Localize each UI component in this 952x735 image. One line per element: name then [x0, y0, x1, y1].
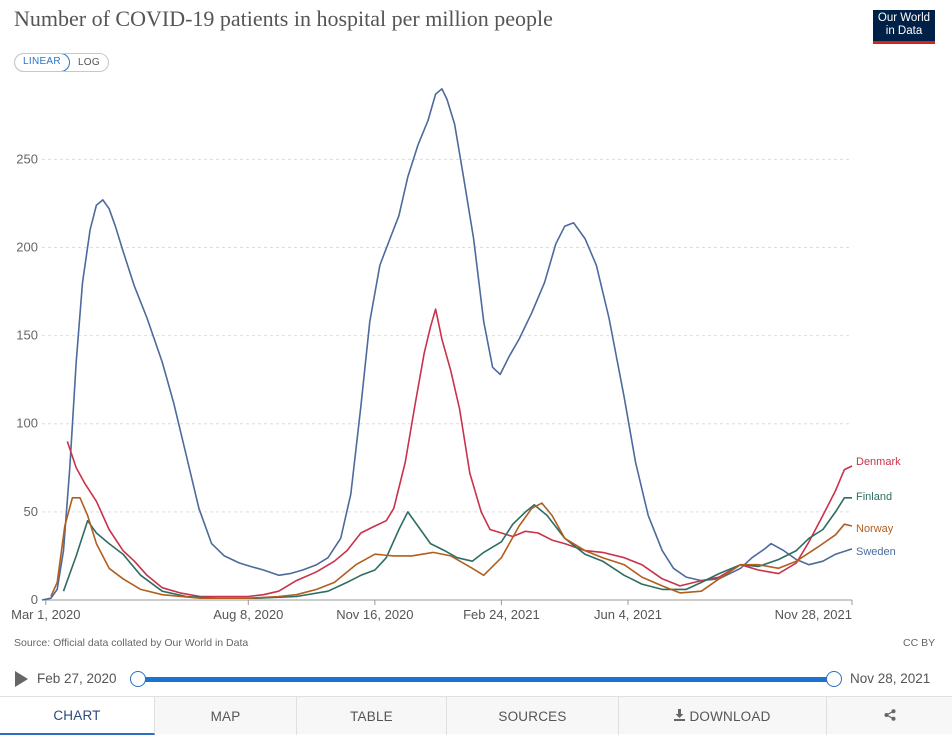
y-tick-label: 200	[16, 239, 38, 254]
tab-map[interactable]: MAP	[155, 697, 297, 735]
series-line-denmark	[66, 308, 853, 598]
log-scale-button[interactable]: LOG	[77, 57, 100, 68]
download-label: DOWNLOAD	[689, 708, 771, 724]
timeline-start-date: Feb 27, 2020	[37, 671, 117, 686]
timeline[interactable]: Feb 27, 2020 Nov 28, 2021	[0, 666, 952, 692]
timeline-end-handle[interactable]	[826, 671, 842, 687]
owid-logo[interactable]: Our World in Data	[873, 10, 935, 44]
x-tick-label: Jun 4, 2021	[594, 607, 662, 622]
series-label-finland: Finland	[856, 491, 892, 503]
tab-chart[interactable]: CHART	[0, 697, 155, 735]
series-label-sweden: Sweden	[856, 546, 896, 558]
download-icon	[674, 708, 686, 724]
series-line-finland	[62, 496, 852, 600]
share-icon	[884, 708, 896, 724]
series-label-norway: Norway	[856, 523, 894, 535]
chart-title: Number of COVID-19 patients in hospital …	[14, 6, 553, 31]
logo-line-2: in Data	[885, 25, 923, 37]
timeline-track[interactable]	[138, 677, 834, 682]
series-label-denmark: Denmark	[856, 456, 901, 468]
x-tick-label: Mar 1, 2020	[11, 607, 80, 622]
line-chart: 0 50 100 150 200 250 Mar 1, 2020 Aug 8, 2020 Nov…	[11, 88, 901, 622]
x-tick-label: Aug 8, 2020	[213, 607, 283, 622]
logo-line-1: Our World	[877, 12, 931, 24]
linear-scale-button[interactable]: LINEAR	[14, 54, 70, 71]
tab-sources[interactable]: SOURCES	[447, 697, 619, 735]
timeline-end-date: Nov 28, 2021	[850, 671, 931, 686]
tab-download[interactable]: DOWNLOAD	[619, 697, 827, 735]
y-tick-label: 150	[16, 328, 38, 343]
y-tick-label: 0	[31, 592, 38, 607]
tab-table[interactable]: TABLE	[297, 697, 447, 735]
series-line-sweden	[41, 88, 853, 601]
y-tick-label: 250	[16, 151, 38, 166]
x-tick-label: Feb 24, 2021	[463, 607, 540, 622]
y-tick-label: 50	[24, 504, 38, 519]
source-note[interactable]: Source: Official data collated by Our Wo…	[14, 637, 249, 649]
timeline-start-handle[interactable]	[130, 671, 146, 687]
play-icon[interactable]	[15, 671, 28, 687]
x-tick-label: Nov 28, 2021	[775, 607, 852, 622]
series-line-norway	[50, 496, 853, 600]
tab-bar: CHART MAP TABLE SOURCES DOWNLOAD	[0, 696, 952, 735]
scale-toggle[interactable]: LINEAR LOG	[14, 53, 109, 72]
share-button[interactable]	[827, 697, 952, 735]
x-tick-label: Nov 16, 2020	[336, 607, 413, 622]
license-label[interactable]: CC BY	[903, 637, 936, 649]
y-tick-label: 100	[16, 416, 38, 431]
